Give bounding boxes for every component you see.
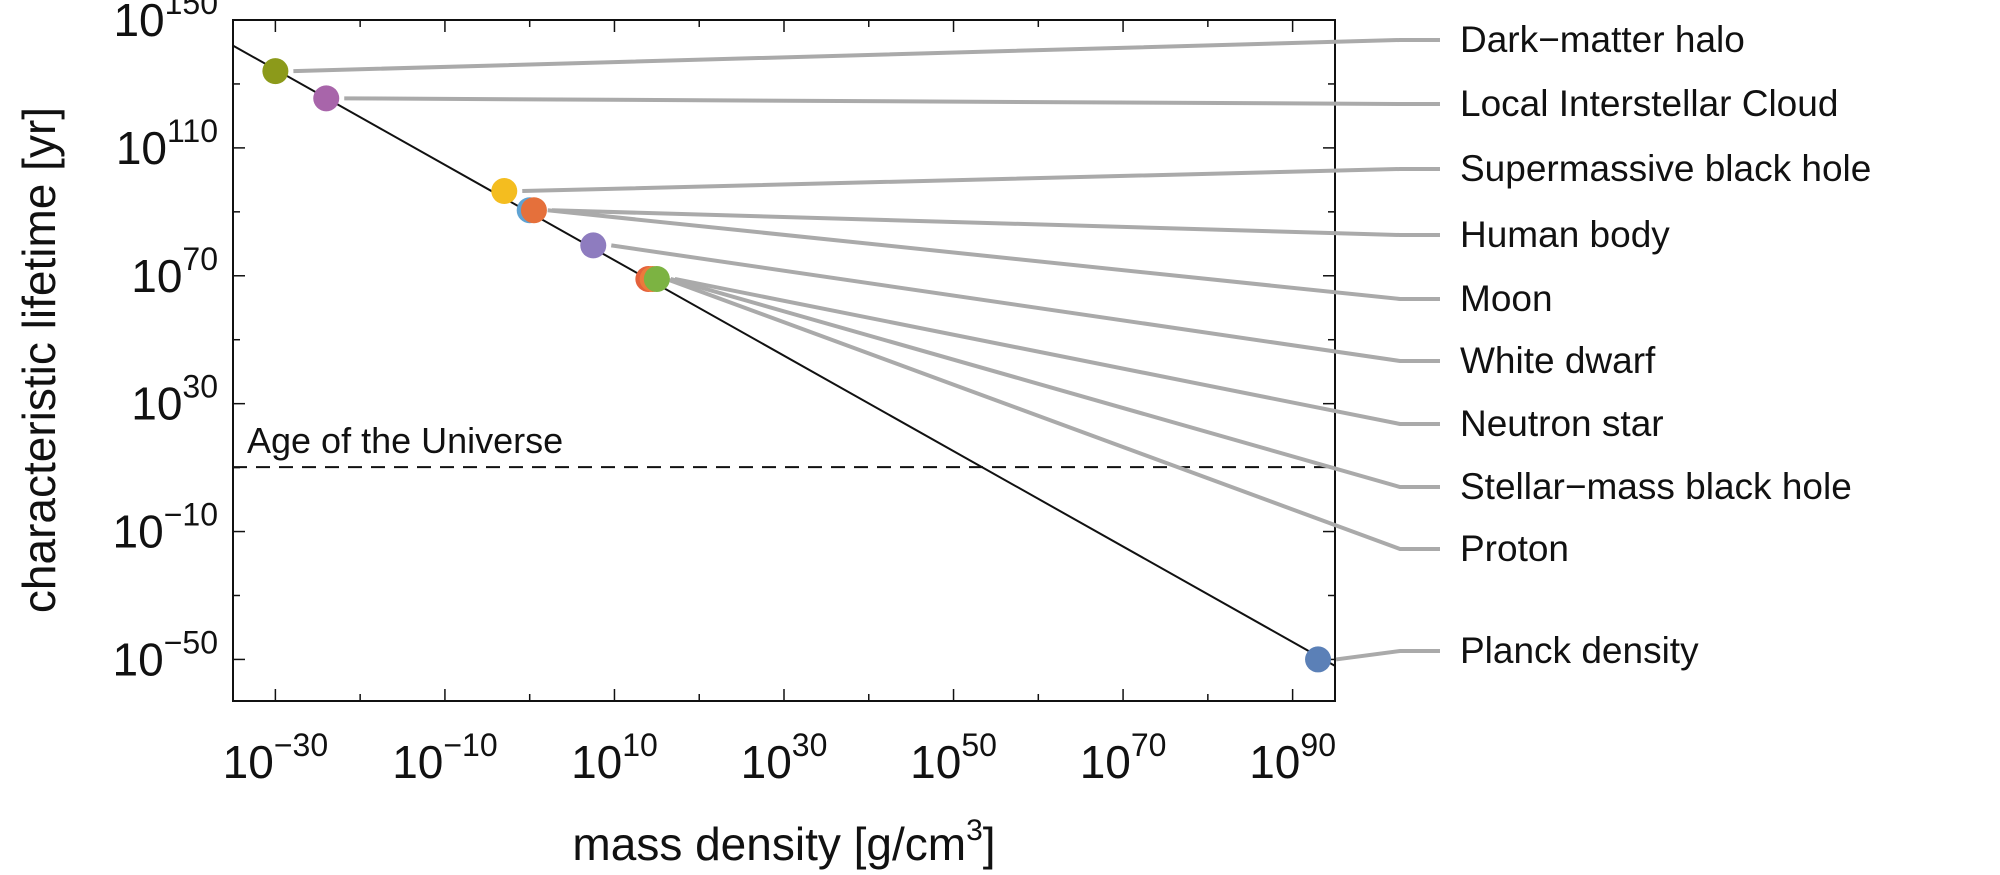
x-axis-label-text: mass density [g/cm bbox=[572, 818, 966, 870]
x-tick-exp: 30 bbox=[792, 727, 828, 763]
leader-lines bbox=[293, 37, 1441, 662]
x-tick-base: 10 bbox=[223, 736, 274, 788]
y-axis-label: characteristic lifetime [yr] bbox=[13, 107, 65, 613]
y-tick-base: 10 bbox=[131, 250, 182, 302]
y-tick-base: 10 bbox=[131, 378, 182, 430]
point-label: Moon bbox=[1460, 278, 1553, 319]
point-label: Human body bbox=[1460, 214, 1670, 255]
leader-line bbox=[670, 277, 1441, 490]
y-tick-base: 10 bbox=[113, 0, 164, 46]
y-tick-base: 10 bbox=[113, 633, 164, 685]
point-labels: Dark−matter halo Local Interstellar Cloud… bbox=[1460, 19, 1871, 671]
axis-ticks bbox=[233, 19, 1335, 701]
point-label: Proton bbox=[1460, 528, 1569, 569]
y-tick-exp: 30 bbox=[182, 369, 218, 405]
y-tick-label: 10−10 bbox=[113, 497, 218, 558]
x-tick-exp: 10 bbox=[622, 727, 658, 763]
x-tick-exp: −10 bbox=[443, 727, 497, 763]
y-tick-label: 10−50 bbox=[113, 624, 218, 685]
x-tick-base: 10 bbox=[571, 736, 622, 788]
point-label: Dark−matter halo bbox=[1460, 19, 1745, 60]
data-point bbox=[491, 178, 518, 205]
leader-line bbox=[547, 208, 1440, 301]
leader-line bbox=[522, 166, 1440, 194]
x-axis-label-end: ] bbox=[983, 818, 996, 870]
leader-line bbox=[293, 37, 1440, 74]
data-point bbox=[643, 265, 670, 292]
y-tick-exp: 70 bbox=[182, 241, 218, 277]
x-tick-base: 10 bbox=[1080, 736, 1131, 788]
y-tick-exp: 150 bbox=[165, 0, 218, 21]
x-axis-label-sup: 3 bbox=[966, 814, 983, 847]
x-tick-label: 1090 bbox=[1249, 727, 1336, 788]
data-point bbox=[1305, 646, 1332, 673]
x-tick-label: 1010 bbox=[571, 727, 658, 788]
point-label: Supermassive black hole bbox=[1460, 148, 1871, 189]
x-tick-base: 10 bbox=[1249, 736, 1300, 788]
x-tick-base: 10 bbox=[392, 736, 443, 788]
x-tick-labels: 10−30 10−10 1010 1030 1050 1070 1090 bbox=[223, 727, 1336, 788]
y-tick-base: 10 bbox=[113, 506, 164, 558]
y-tick-label: 10110 bbox=[116, 113, 218, 174]
x-tick-label: 1050 bbox=[910, 727, 997, 788]
leader-line bbox=[551, 208, 1440, 237]
x-tick-exp: −30 bbox=[274, 727, 328, 763]
point-label: Stellar−mass black hole bbox=[1460, 466, 1852, 507]
y-tick-label: 1070 bbox=[131, 241, 218, 302]
leader-line bbox=[1335, 648, 1440, 662]
data-point bbox=[520, 197, 547, 224]
leader-line bbox=[344, 96, 1440, 106]
y-tick-exp: −10 bbox=[164, 497, 218, 533]
point-label: Planck density bbox=[1460, 630, 1699, 671]
x-tick-label: 1070 bbox=[1080, 727, 1167, 788]
x-tick-exp: 90 bbox=[1300, 727, 1336, 763]
age-of-universe-label: Age of the Universe bbox=[247, 420, 563, 461]
data-points bbox=[262, 58, 1332, 673]
x-tick-base: 10 bbox=[741, 736, 792, 788]
trend-line bbox=[232, 44, 1336, 667]
y-tick-label: 1030 bbox=[131, 369, 218, 430]
y-tick-exp: 110 bbox=[167, 113, 218, 149]
y-tick-base: 10 bbox=[116, 122, 167, 174]
leader-line bbox=[665, 277, 1440, 551]
leader-line bbox=[674, 277, 1440, 426]
point-label: White dwarf bbox=[1460, 340, 1656, 381]
x-tick-base: 10 bbox=[910, 736, 961, 788]
x-axis-label: mass density [g/cm3] bbox=[572, 814, 995, 870]
point-label: Local Interstellar Cloud bbox=[1460, 83, 1838, 124]
plot-frame bbox=[232, 19, 1336, 702]
y-tick-exp: −50 bbox=[164, 624, 218, 660]
x-tick-exp: 70 bbox=[1131, 727, 1167, 763]
data-point bbox=[313, 85, 340, 112]
x-tick-label: 10−30 bbox=[223, 727, 328, 788]
data-point bbox=[580, 232, 607, 259]
x-tick-label: 1030 bbox=[741, 727, 828, 788]
point-label: Neutron star bbox=[1460, 403, 1664, 444]
data-point bbox=[262, 58, 289, 85]
x-tick-label: 10−10 bbox=[392, 727, 497, 788]
leader-line bbox=[610, 243, 1440, 363]
y-tick-label: 10150 bbox=[113, 0, 218, 46]
x-tick-exp: 50 bbox=[961, 727, 997, 763]
